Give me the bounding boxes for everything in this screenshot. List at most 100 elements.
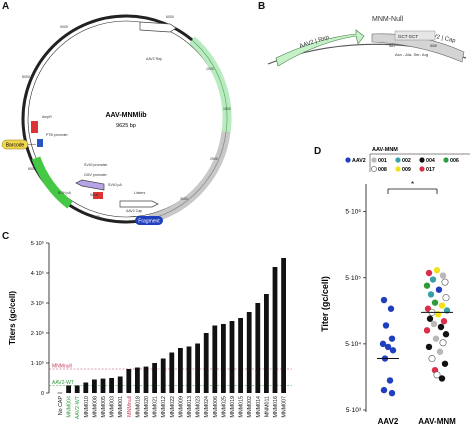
scatter-point [389, 347, 397, 354]
sig-star: * [411, 180, 414, 189]
bar-chart-reference-label: MNMnull [52, 364, 72, 370]
scatter-point [442, 294, 450, 302]
scatter-point [384, 343, 392, 351]
legend-marker [395, 166, 401, 172]
bar [109, 378, 114, 393]
bar-chart-ytick-label: 3·10⁵ [31, 300, 44, 307]
bar [178, 348, 183, 393]
plasmid-arrow-top [139, 21, 177, 33]
plasmid-map: 6000 1000 1500 2500 3000 5000 6500 8000 … [1, 14, 232, 225]
bar-category-label: MNM024 [204, 396, 210, 418]
scatter-point [386, 377, 394, 384]
feature-label-6: BGH pA [58, 191, 72, 195]
bar-category-label: MNM010 [84, 396, 90, 418]
bar-category-label: MNM016 [273, 396, 279, 418]
bar [221, 324, 226, 393]
legend-label: 001 [378, 158, 387, 164]
bar-category-label: MNMnull [127, 396, 133, 417]
bar [272, 267, 278, 393]
plasmid-feature-cap [148, 131, 231, 224]
feature-label-2: CMV promoter [84, 173, 108, 177]
bar [255, 303, 261, 393]
scatter-point [432, 335, 440, 342]
panel-letter-a: A [2, 1, 10, 12]
svg-text:9000: 9000 [60, 25, 68, 29]
plasmid-feature-red-bottom [93, 192, 103, 199]
scatter-point [440, 318, 448, 325]
bar [152, 363, 157, 393]
scatter-point [379, 340, 387, 348]
plasmid-arrow-linker [119, 200, 159, 208]
scatter-category-label: AAV-MNM [418, 417, 456, 426]
bar-category-label: MNM001 [118, 396, 124, 418]
scatter-point [438, 375, 446, 382]
bar [66, 385, 71, 393]
bar [135, 367, 140, 393]
scatter-point [429, 276, 437, 283]
scatter-point [388, 335, 396, 342]
scatter-ytick-label: 5·10⁵ [345, 275, 361, 282]
legend-marker [371, 166, 377, 172]
scatter-point [423, 327, 431, 334]
legend-label: 004 [426, 158, 435, 164]
feature-label-0: AmpR [42, 115, 52, 119]
insert-box [394, 30, 436, 41]
svg-text:3000: 3000 [180, 197, 188, 201]
scatter-point [433, 371, 441, 379]
pos-a-label: 587 [389, 43, 396, 48]
bar-category-label: MNM007 [282, 396, 288, 418]
scatter-point [431, 299, 439, 306]
bar-category-label: MNM003 [110, 396, 116, 418]
plasmid-feature-red-left [31, 121, 38, 133]
scatter-point [388, 389, 396, 397]
feature-label-9: SV40 promoter [84, 163, 108, 167]
bar [143, 366, 149, 393]
legend-marker [419, 166, 425, 172]
scatter-point [430, 320, 438, 328]
scatter-point [433, 267, 441, 274]
scatter-point [439, 339, 447, 347]
legend-title: AAV-MNM [372, 147, 398, 153]
bar-category-label: MNM002 [247, 396, 253, 418]
bar [126, 369, 132, 393]
scatter-point [437, 323, 445, 331]
legend-marker [443, 157, 449, 163]
insert-seq: GCT GCT [398, 34, 418, 39]
bar [229, 321, 235, 393]
fragment-label: Fragment [138, 219, 160, 225]
scatter-point [438, 302, 446, 309]
bar [74, 385, 80, 393]
svg-text:2500: 2500 [210, 157, 218, 161]
scatter-point [435, 286, 443, 293]
bar [195, 343, 200, 393]
bar-category-label: MNM008 [92, 396, 98, 418]
scatter-point [436, 348, 444, 355]
bar [281, 258, 286, 393]
legend-label: AAV2 [352, 158, 366, 164]
bar [169, 352, 175, 393]
svg-text:6000: 6000 [166, 15, 174, 19]
fragment-badge [135, 216, 163, 225]
bar-category-label: MNM014 [256, 396, 262, 418]
feature-label-7: SV40 pA [108, 183, 122, 187]
legend-marker [345, 157, 351, 163]
scatter-legend: AAV-MNM [369, 147, 470, 172]
svg-text:1500: 1500 [223, 107, 231, 111]
svg-text:8000: 8000 [22, 75, 30, 79]
legend-label: 017 [426, 167, 435, 173]
scatter-point [380, 296, 388, 304]
scatter-point [425, 343, 433, 351]
bar-category-label: MNM009 [178, 396, 184, 418]
bar [246, 312, 252, 393]
scatter-point [428, 355, 436, 363]
feature-label-8: SmaI [90, 193, 98, 197]
aa-seq: Asn - Ala- Ser- Arg [395, 52, 428, 57]
scatter-point [426, 315, 434, 322]
scatter-point [439, 272, 447, 279]
bar [264, 294, 269, 393]
plasmid-feature-ampr [31, 156, 73, 209]
bar [117, 376, 123, 393]
feature-label-4: AAV2 Cap [126, 209, 142, 213]
bar-category-label: MNM025 [221, 396, 227, 418]
